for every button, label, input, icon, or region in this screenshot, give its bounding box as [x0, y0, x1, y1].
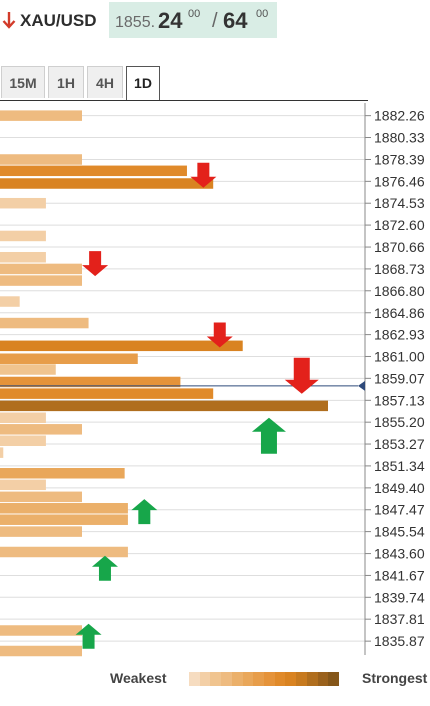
- legend-swatch: [328, 672, 340, 686]
- legend-swatch: [285, 672, 297, 686]
- bid-fraction: 00: [188, 8, 201, 20]
- y-tick-label: 1864.86: [374, 305, 425, 321]
- y-tick-label: 1839.74: [374, 589, 425, 605]
- timeframe-tabs: 15M 1H 4H 1D: [0, 66, 430, 102]
- confluence-bar: [0, 503, 128, 514]
- instrument-name: XAU/USD: [20, 11, 97, 30]
- y-tick-label: 1841.67: [374, 567, 425, 583]
- y-tick-label: 1876.46: [374, 173, 425, 189]
- legend-swatch: [189, 672, 200, 686]
- confluence-bar: [0, 178, 214, 189]
- confluence-bar: [0, 424, 82, 435]
- y-tick-label: 1857.13: [374, 392, 425, 408]
- confluence-bar: [0, 468, 125, 479]
- confluence-bar: [0, 412, 46, 424]
- current-price-marker: [358, 380, 365, 391]
- ask-price: 64: [223, 8, 248, 33]
- tab-15m[interactable]: 15M: [1, 66, 45, 98]
- y-tick-label: 1853.27: [374, 436, 425, 452]
- strength-legend: Weakest Strongest: [0, 662, 430, 696]
- resistance-arrow-icon: [82, 251, 109, 277]
- support-arrow-icon: [75, 623, 102, 649]
- y-tick-label: 1837.81: [374, 611, 425, 627]
- tab-1h[interactable]: 1H: [48, 66, 84, 98]
- legend-swatch: [296, 672, 307, 686]
- confluence-bar: [0, 491, 82, 503]
- y-tick-label: 1835.87: [374, 633, 425, 649]
- tab-4h[interactable]: 4H: [87, 66, 123, 98]
- confluence-bar: [0, 197, 46, 209]
- ask-fraction: 00: [256, 8, 269, 20]
- y-tick-label: 1847.47: [374, 502, 425, 518]
- y-tick-label: 1870.66: [374, 239, 425, 255]
- y-tick-label: 1872.60: [374, 217, 425, 233]
- y-tick-label: 1845.54: [374, 524, 425, 540]
- confluence-bar: [0, 479, 46, 491]
- confluence-bar: [0, 400, 328, 412]
- legend-strongest-label: Strongest: [362, 670, 428, 686]
- confluence-bar: [0, 263, 82, 275]
- legend-swatch: [253, 672, 265, 686]
- y-tick-label: 1878.39: [374, 151, 425, 167]
- confluence-bar: [0, 514, 128, 525]
- y-tick-label: 1868.73: [374, 261, 425, 277]
- resistance-arrow-icon: [190, 162, 217, 188]
- confluence-bar: [0, 364, 56, 375]
- support-arrow-icon: [131, 499, 158, 525]
- confluence-bar: [0, 110, 82, 121]
- confluence-bar: [0, 376, 181, 388]
- y-tick-label: 1882.26: [374, 108, 425, 124]
- confluence-bar: [0, 230, 46, 242]
- confluence-bar: [0, 435, 46, 447]
- resistance-arrow-icon: [284, 357, 319, 394]
- instrument-header: XAU/USD 1855. 24 00 / 64 00: [0, 0, 430, 62]
- price-quote: 1855. 24 00 / 64 00: [109, 2, 277, 38]
- legend-swatch: [264, 672, 275, 686]
- confluence-bar: [0, 388, 214, 399]
- confluence-bar: [0, 317, 89, 329]
- confluence-bar: [0, 353, 138, 364]
- price-separator: /: [212, 10, 218, 32]
- bid-price: 24: [158, 8, 183, 33]
- resistance-arrow-icon: [206, 322, 233, 348]
- legend-swatch: [210, 672, 222, 686]
- confluence-bar: [0, 447, 4, 458]
- tab-underline: [0, 100, 368, 101]
- confluence-bar: [0, 154, 82, 165]
- legend-weakest-label: Weakest: [110, 670, 167, 686]
- y-tick-label: 1874.53: [374, 195, 425, 211]
- confluence-bar: [0, 275, 82, 286]
- confluence-bar: [0, 526, 82, 537]
- y-tick-label: 1861.00: [374, 348, 425, 364]
- y-tick-label: 1849.40: [374, 480, 425, 496]
- confluence-bar: [0, 296, 20, 307]
- confluence-bar: [0, 645, 82, 657]
- legend-swatch: [231, 672, 243, 686]
- y-tick-label: 1866.80: [374, 283, 425, 299]
- support-arrow-icon: [251, 417, 286, 454]
- y-tick-label: 1855.20: [374, 414, 425, 430]
- price-prefix: 1855.: [115, 14, 156, 31]
- y-tick-label: 1843.60: [374, 546, 425, 562]
- confluence-bar: [0, 165, 187, 177]
- confluence-bar: [0, 546, 128, 558]
- y-tick-label: 1851.34: [374, 458, 425, 474]
- legend-swatch: [306, 672, 318, 686]
- confluence-bar: [0, 251, 46, 263]
- y-tick-label: 1862.93: [374, 327, 425, 343]
- legend-swatch: [242, 672, 254, 686]
- down-arrow-icon: [2, 12, 16, 29]
- tab-1d[interactable]: 1D: [126, 66, 160, 101]
- confluence-chart: 1882.26 1880.33 1878.39 1876.46 1874.53 1872.…: [0, 103, 425, 657]
- legend-swatch: [221, 672, 232, 686]
- confluence-bar: [0, 340, 243, 352]
- y-tick-label: 1880.33: [374, 130, 425, 146]
- confluence-bar: [0, 625, 82, 636]
- legend-color-scale: [189, 672, 340, 686]
- legend-swatch: [199, 672, 211, 686]
- legend-swatch: [274, 672, 286, 686]
- legend-swatch: [317, 672, 329, 686]
- y-tick-label: 1859.07: [374, 370, 425, 386]
- support-arrow-icon: [91, 555, 118, 581]
